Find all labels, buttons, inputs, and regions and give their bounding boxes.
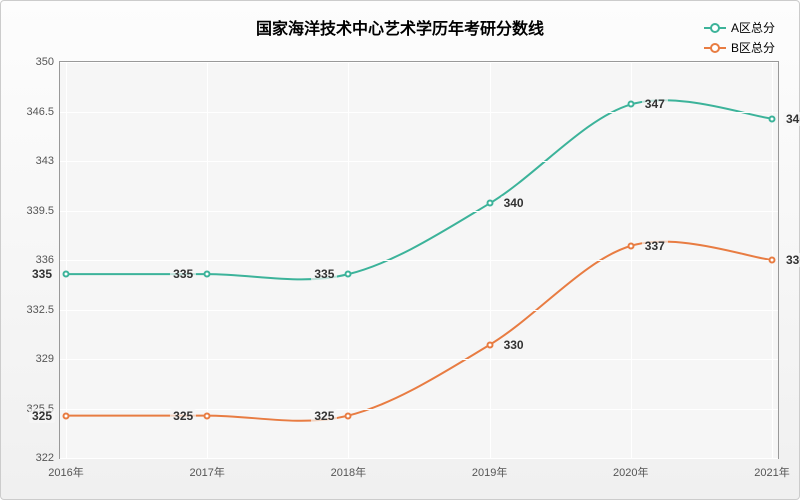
- legend-item-b: B区总分: [704, 39, 775, 56]
- grid-line-h: [60, 260, 778, 261]
- legend-label-b: B区总分: [731, 39, 775, 56]
- legend: A区总分 B区总分: [704, 19, 775, 59]
- data-label: 335: [29, 267, 55, 281]
- x-axis-label: 2021年: [754, 458, 789, 480]
- data-label: 335: [311, 267, 337, 281]
- y-axis-label: 332.5: [26, 304, 60, 316]
- data-point: [63, 271, 70, 278]
- data-label: 337: [642, 239, 668, 253]
- data-label: 335: [170, 267, 196, 281]
- grid-line-h: [60, 161, 778, 162]
- data-point: [769, 115, 776, 122]
- data-point: [486, 341, 493, 348]
- data-label: 340: [501, 196, 527, 210]
- grid-line-h: [60, 359, 778, 360]
- grid-line-v: [66, 62, 67, 458]
- x-axis-label: 2017年: [189, 458, 224, 480]
- plot-area: 322325.5329332.5336339.5343346.53502016年…: [59, 61, 779, 459]
- y-axis-label: 343: [36, 155, 60, 167]
- x-axis-label: 2016年: [48, 458, 83, 480]
- y-axis-label: 339.5: [26, 205, 60, 217]
- data-point: [345, 271, 352, 278]
- legend-swatch-b: [704, 47, 726, 49]
- grid-line-h: [60, 112, 778, 113]
- grid-line-v: [631, 62, 632, 458]
- y-axis-label: 346.5: [26, 106, 60, 118]
- x-axis-label: 2020年: [613, 458, 648, 480]
- data-point: [627, 101, 634, 108]
- data-label: 325: [29, 409, 55, 423]
- grid-line-v: [207, 62, 208, 458]
- chart-title: 国家海洋技术中心艺术学历年考研分数线: [1, 15, 799, 39]
- legend-label-a: A区总分: [731, 19, 775, 36]
- grid-line-h: [60, 211, 778, 212]
- x-axis-label: 2019年: [472, 458, 507, 480]
- chart-container: 国家海洋技术中心艺术学历年考研分数线 A区总分 B区总分 322325.5329…: [0, 0, 800, 500]
- data-point: [486, 200, 493, 207]
- y-axis-label: 350: [36, 56, 60, 68]
- grid-line-h: [60, 310, 778, 311]
- data-point: [204, 412, 211, 419]
- data-label: 330: [501, 338, 527, 352]
- data-point: [627, 242, 634, 249]
- data-label: 346: [783, 112, 800, 126]
- x-axis-label: 2018年: [331, 458, 366, 480]
- grid-line-v: [348, 62, 349, 458]
- data-point: [204, 271, 211, 278]
- grid-line-h: [60, 62, 778, 63]
- grid-line-v: [490, 62, 491, 458]
- legend-swatch-a: [704, 27, 726, 29]
- data-label: 325: [170, 409, 196, 423]
- grid-line-h: [60, 409, 778, 410]
- y-axis-label: 329: [36, 353, 60, 365]
- data-point: [63, 412, 70, 419]
- data-point: [769, 257, 776, 264]
- grid-line-h: [60, 458, 778, 459]
- data-label: 336: [783, 253, 800, 267]
- y-axis-label: 336: [36, 254, 60, 266]
- data-label: 325: [311, 409, 337, 423]
- data-label: 347: [642, 97, 668, 111]
- data-point: [345, 412, 352, 419]
- legend-item-a: A区总分: [704, 19, 775, 36]
